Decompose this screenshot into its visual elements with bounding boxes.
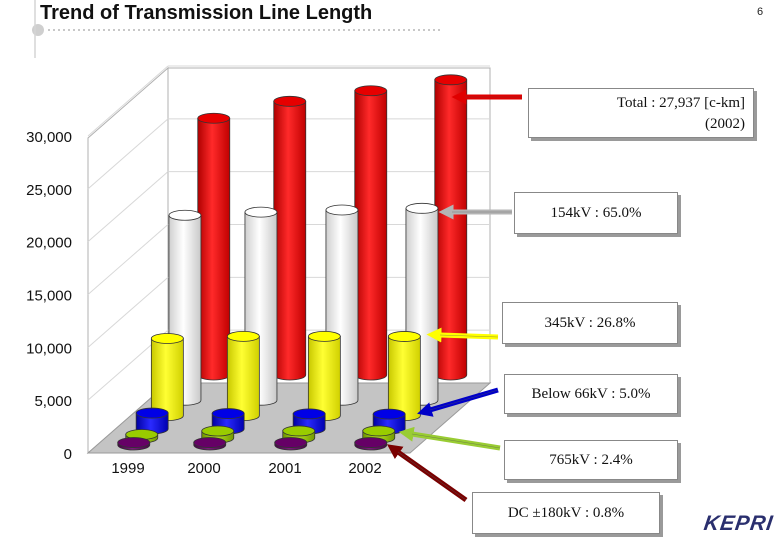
bar-below66-2000 bbox=[211, 408, 245, 435]
page-title: Trend of Transmission Line Length bbox=[40, 2, 373, 24]
cylinder-top bbox=[150, 333, 184, 344]
bar-kv345-2002 bbox=[387, 331, 421, 421]
cylinder-top bbox=[117, 437, 151, 448]
cylinder-top bbox=[273, 95, 307, 107]
cylinder-top bbox=[362, 425, 396, 437]
cylinder-top bbox=[244, 206, 278, 218]
cylinder-top bbox=[372, 408, 406, 420]
gridline-side bbox=[87, 276, 169, 348]
bar-dc-2001 bbox=[274, 437, 308, 451]
cylinder-top bbox=[211, 408, 245, 419]
cylinder-top bbox=[405, 202, 439, 214]
dc-callout: DC ±180kV : 0.8% bbox=[472, 492, 660, 534]
gridline-side bbox=[87, 224, 169, 295]
cylinder-top bbox=[307, 330, 341, 342]
cylinders bbox=[117, 74, 468, 451]
x-tick-label: 1999 bbox=[111, 460, 144, 477]
bar-total-1999 bbox=[197, 112, 231, 381]
cylinder-top bbox=[168, 209, 202, 221]
bar-kv765-2000 bbox=[201, 425, 235, 444]
bar-dc-2000 bbox=[193, 437, 227, 451]
cylinder-body bbox=[354, 90, 388, 381]
cylinder-top bbox=[354, 437, 388, 448]
y-tick-label: 25,000 bbox=[26, 182, 72, 199]
cylinder-body bbox=[273, 100, 307, 381]
kv345-callout: 345kV : 26.8% bbox=[502, 302, 678, 344]
x-tick-label: 2001 bbox=[268, 460, 301, 477]
total-callout-line2: (2002) bbox=[705, 116, 745, 132]
bar-dc-1999 bbox=[117, 437, 151, 451]
cylinder-body bbox=[387, 336, 421, 421]
cylinder-top bbox=[197, 112, 231, 124]
page-number: 6 bbox=[757, 6, 764, 18]
kv154-callout: 154kV : 65.0% bbox=[514, 192, 678, 234]
kv345-arrow-outline bbox=[439, 334, 499, 338]
kepri-logo: KEPRI bbox=[702, 512, 775, 535]
bar-kv345-2000 bbox=[226, 330, 260, 421]
gridline-side bbox=[87, 65, 169, 137]
x-tick-label: 2000 bbox=[187, 460, 220, 477]
gridline-side bbox=[87, 118, 169, 190]
series-kv345 bbox=[150, 330, 421, 421]
cylinder-top bbox=[325, 204, 359, 216]
gridline-side bbox=[87, 171, 169, 243]
y-tick-label: 15,000 bbox=[26, 288, 72, 305]
x-axis: 1999 2000 2001 2002 bbox=[111, 460, 381, 477]
cylinder-body bbox=[307, 335, 341, 421]
cylinder-body bbox=[226, 335, 260, 421]
kv765-arrow-outline bbox=[411, 433, 501, 449]
x-tick-label: 2002 bbox=[348, 460, 381, 477]
cylinder-top bbox=[193, 437, 227, 448]
bar-dc-2002 bbox=[354, 437, 388, 451]
cylinder-top bbox=[434, 74, 468, 86]
bar-total-2000 bbox=[273, 95, 307, 381]
y-axis: 0 5,000 10,000 15,000 20,000 25,000 30,000 bbox=[26, 129, 72, 463]
dc-arrow-outline bbox=[397, 451, 467, 501]
bar-kv345-2001 bbox=[307, 330, 341, 421]
total-callout: Total : 27,937 [c-km] (2002) bbox=[528, 88, 754, 138]
cylinder-top bbox=[226, 330, 260, 342]
y-tick-label: 30,000 bbox=[26, 129, 72, 146]
y-tick-label: 10,000 bbox=[26, 340, 72, 357]
cylinder-top bbox=[274, 437, 308, 448]
cylinder-top bbox=[135, 407, 169, 419]
cylinder-top bbox=[282, 425, 316, 437]
y-tick-label: 20,000 bbox=[26, 235, 72, 252]
cylinder-top bbox=[387, 331, 421, 342]
series-dc bbox=[117, 437, 388, 451]
below66-callout: Below 66kV : 5.0% bbox=[504, 374, 678, 414]
bar-below66-1999 bbox=[135, 407, 169, 435]
total-callout-line1: Total : 27,937 [c-km] bbox=[616, 95, 745, 111]
cylinder-top bbox=[201, 425, 235, 437]
y-tick-label: 5,000 bbox=[34, 393, 72, 410]
header-divider bbox=[32, 0, 440, 58]
cylinder-top bbox=[354, 85, 388, 97]
y-tick-label: 0 bbox=[64, 446, 72, 463]
cylinder-top bbox=[292, 408, 326, 420]
below66-arrow-outline bbox=[429, 389, 499, 411]
series-total bbox=[197, 74, 468, 381]
callout-arrows bbox=[386, 89, 522, 503]
bar-kv345-1999 bbox=[150, 333, 184, 421]
kv765-callout: 765kV : 2.4% bbox=[504, 440, 678, 480]
cylinder-body bbox=[197, 117, 231, 381]
bar-total-2001 bbox=[354, 85, 388, 381]
